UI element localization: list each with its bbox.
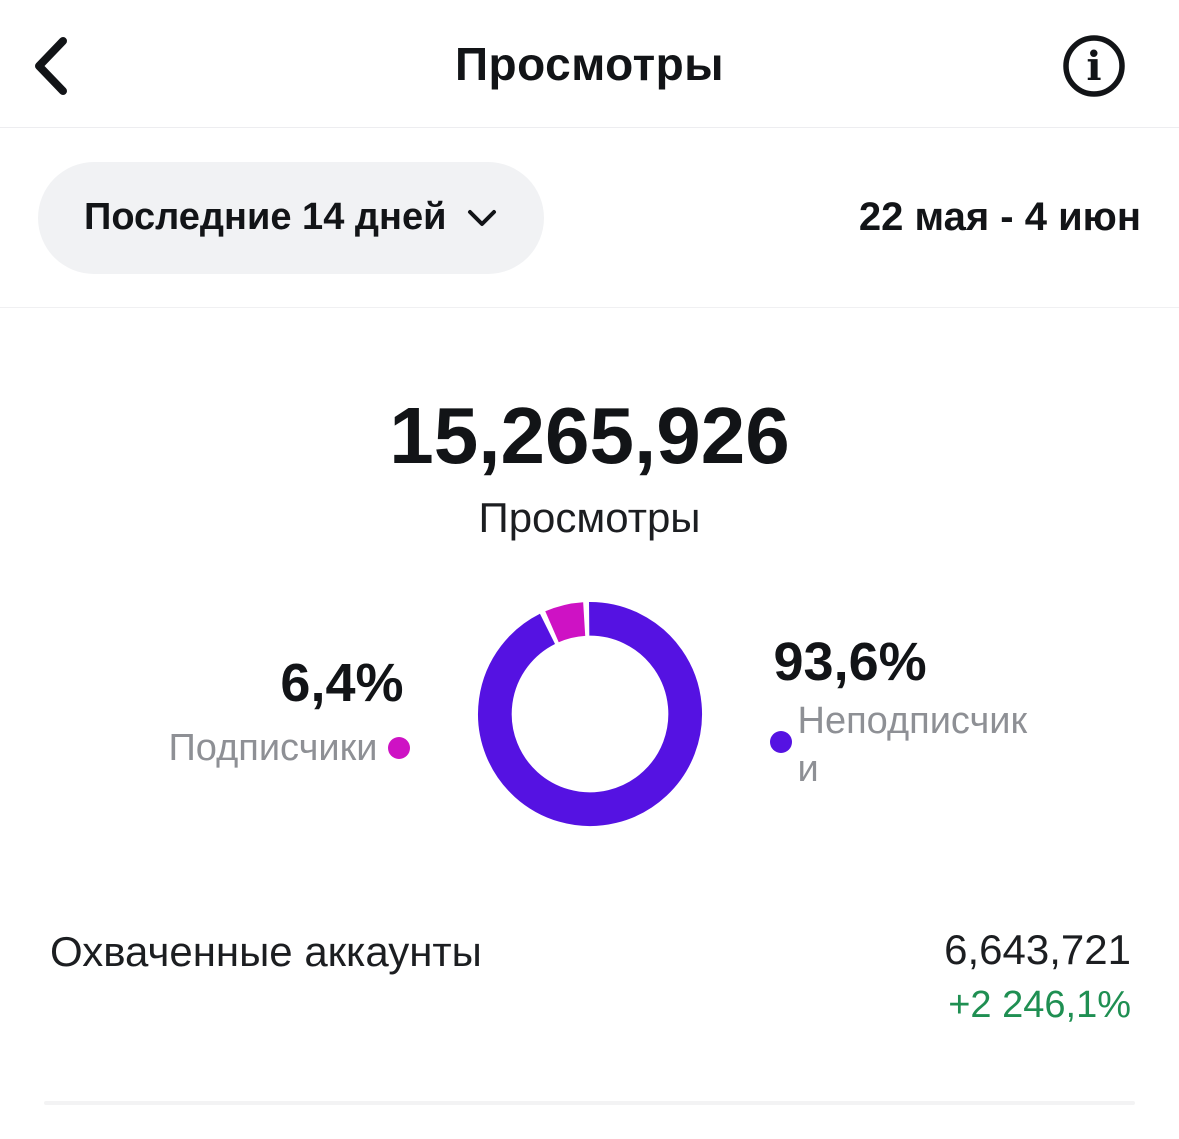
views-donut-chart [476,600,704,828]
reached-accounts-delta: +2 246,1% [948,984,1131,1026]
subscribers-label: Подписчики [168,727,378,769]
donut-segment-Подписчики [544,602,586,643]
date-range-selector-label: Последние 14 дней [84,196,447,238]
header: Просмотры i [0,0,1179,128]
filter-bar: Последние 14 дней 22 мая - 4 июн [0,128,1179,308]
legend-non-subscribers: 93,6% Неподписчики [704,635,1179,793]
info-icon: i [1060,32,1128,100]
reached-accounts-value: 6,643,721 [944,926,1131,973]
subscribers-dot [387,737,410,759]
back-button[interactable] [22,28,78,104]
date-range-selector[interactable]: Последние 14 дней [38,161,545,274]
legend-subscribers: 6,4% Подписчики [0,656,476,772]
non-subscribers-dot [769,731,792,753]
views-summary: 15,265,926 Просмотры [0,308,1179,542]
non-subscribers-percentage: 93,6% [773,632,927,692]
section-divider [44,1101,1135,1105]
svg-text:i: i [1086,43,1101,90]
date-range-label: 22 мая - 4 июн [858,195,1141,239]
info-button[interactable]: i [1059,31,1129,101]
reached-accounts-label: Охваченные аккаунты [50,928,482,975]
views-total-value: 15,265,926 [389,391,790,480]
chevron-left-icon [30,34,70,98]
subscribers-percentage: 6,4% [280,653,404,713]
followers-breakdown-chart: 6,4% Подписчики 93,6% Неподписчики [0,598,1179,830]
chevron-down-icon [466,208,498,228]
views-total-label: Просмотры [478,494,701,541]
page-title: Просмотры [454,37,725,90]
donut-segment-Неподписчики [477,601,702,826]
reached-accounts-row[interactable]: Охваченные аккаунты 6,643,721 +2 246,1% [0,926,1179,1027]
main-content: 15,265,926 Просмотры 6,4% Подписчики 93,… [0,308,1179,1105]
non-subscribers-label: Неподписчики [797,700,1028,790]
